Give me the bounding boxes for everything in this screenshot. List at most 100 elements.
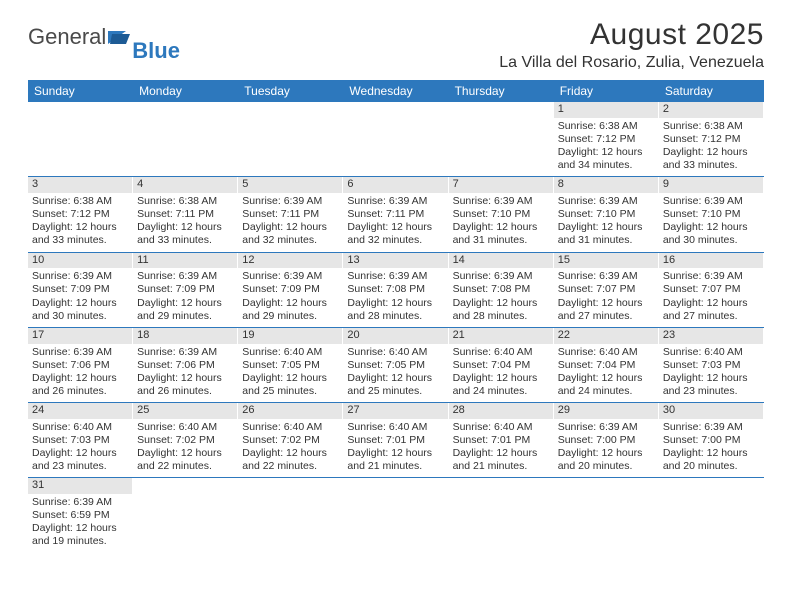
day-sunset: Sunset: 7:10 PM <box>453 208 549 221</box>
day-sunrise: Sunrise: 6:39 AM <box>558 421 654 434</box>
day-number: 20 <box>343 328 447 344</box>
day-sunrise: Sunrise: 6:40 AM <box>663 346 759 359</box>
day-sunset: Sunset: 7:02 PM <box>242 434 338 447</box>
day-sunset: Sunset: 7:09 PM <box>137 283 233 296</box>
week-row: 17Sunrise: 6:39 AMSunset: 7:06 PMDayligh… <box>28 328 764 403</box>
day-sunrise: Sunrise: 6:39 AM <box>663 421 759 434</box>
day-cell: 21Sunrise: 6:40 AMSunset: 7:04 PMDayligh… <box>449 328 554 402</box>
day-d2: and 31 minutes. <box>453 234 549 247</box>
day-d2: and 19 minutes. <box>32 535 128 548</box>
empty-cell <box>28 102 133 176</box>
day-sunset: Sunset: 7:08 PM <box>453 283 549 296</box>
empty-cell <box>238 478 343 552</box>
empty-cell <box>659 478 764 552</box>
day-d2: and 25 minutes. <box>347 385 443 398</box>
day-d2: and 24 minutes. <box>453 385 549 398</box>
dow-saturday: Saturday <box>659 80 764 102</box>
day-d2: and 27 minutes. <box>558 310 654 323</box>
day-number: 10 <box>28 253 132 269</box>
day-cell: 27Sunrise: 6:40 AMSunset: 7:01 PMDayligh… <box>343 403 448 477</box>
logo-text-general: General <box>28 24 106 50</box>
day-sunrise: Sunrise: 6:39 AM <box>347 195 443 208</box>
day-cell: 4Sunrise: 6:38 AMSunset: 7:11 PMDaylight… <box>133 177 238 251</box>
day-cell: 8Sunrise: 6:39 AMSunset: 7:10 PMDaylight… <box>554 177 659 251</box>
day-sunrise: Sunrise: 6:40 AM <box>32 421 128 434</box>
week-row: 1Sunrise: 6:38 AMSunset: 7:12 PMDaylight… <box>28 102 764 177</box>
day-number: 26 <box>238 403 342 419</box>
day-sunset: Sunset: 7:01 PM <box>453 434 549 447</box>
title-block: August 2025 La Villa del Rosario, Zulia,… <box>499 18 764 72</box>
day-d1: Daylight: 12 hours <box>453 447 549 460</box>
day-d1: Daylight: 12 hours <box>558 146 654 159</box>
day-d1: Daylight: 12 hours <box>663 221 759 234</box>
day-d1: Daylight: 12 hours <box>347 221 443 234</box>
day-number: 16 <box>659 253 763 269</box>
day-number: 12 <box>238 253 342 269</box>
day-number: 28 <box>449 403 553 419</box>
day-d2: and 33 minutes. <box>32 234 128 247</box>
day-cell: 19Sunrise: 6:40 AMSunset: 7:05 PMDayligh… <box>238 328 343 402</box>
day-number: 23 <box>659 328 763 344</box>
dow-thursday: Thursday <box>449 80 554 102</box>
day-d1: Daylight: 12 hours <box>32 447 128 460</box>
day-sunset: Sunset: 7:09 PM <box>32 283 128 296</box>
empty-cell <box>133 478 238 552</box>
header: General Blue August 2025 La Villa del Ro… <box>28 18 764 72</box>
day-number: 8 <box>554 177 658 193</box>
day-d2: and 29 minutes. <box>137 310 233 323</box>
day-sunrise: Sunrise: 6:40 AM <box>242 346 338 359</box>
day-number: 3 <box>28 177 132 193</box>
day-d2: and 23 minutes. <box>663 385 759 398</box>
day-cell: 1Sunrise: 6:38 AMSunset: 7:12 PMDaylight… <box>554 102 659 176</box>
day-cell: 5Sunrise: 6:39 AMSunset: 7:11 PMDaylight… <box>238 177 343 251</box>
day-number: 6 <box>343 177 447 193</box>
day-sunset: Sunset: 6:59 PM <box>32 509 128 522</box>
day-cell: 14Sunrise: 6:39 AMSunset: 7:08 PMDayligh… <box>449 253 554 327</box>
day-d1: Daylight: 12 hours <box>453 297 549 310</box>
empty-cell <box>133 102 238 176</box>
week-row: 3Sunrise: 6:38 AMSunset: 7:12 PMDaylight… <box>28 177 764 252</box>
day-number: 7 <box>449 177 553 193</box>
day-cell: 29Sunrise: 6:39 AMSunset: 7:00 PMDayligh… <box>554 403 659 477</box>
day-number: 29 <box>554 403 658 419</box>
day-sunrise: Sunrise: 6:39 AM <box>558 195 654 208</box>
day-d1: Daylight: 12 hours <box>242 447 338 460</box>
dow-wednesday: Wednesday <box>343 80 448 102</box>
empty-cell <box>343 102 448 176</box>
day-d2: and 32 minutes. <box>347 234 443 247</box>
day-sunrise: Sunrise: 6:40 AM <box>558 346 654 359</box>
day-sunset: Sunset: 7:03 PM <box>32 434 128 447</box>
day-number: 13 <box>343 253 447 269</box>
day-d1: Daylight: 12 hours <box>663 372 759 385</box>
day-d2: and 33 minutes. <box>663 159 759 172</box>
empty-cell <box>449 102 554 176</box>
day-d2: and 27 minutes. <box>663 310 759 323</box>
days-of-week-header: SundayMondayTuesdayWednesdayThursdayFrid… <box>28 80 764 102</box>
day-sunset: Sunset: 7:11 PM <box>347 208 443 221</box>
day-sunrise: Sunrise: 6:38 AM <box>663 120 759 133</box>
day-d1: Daylight: 12 hours <box>663 297 759 310</box>
day-d2: and 21 minutes. <box>453 460 549 473</box>
day-cell: 26Sunrise: 6:40 AMSunset: 7:02 PMDayligh… <box>238 403 343 477</box>
logo: General Blue <box>28 18 180 64</box>
day-sunrise: Sunrise: 6:40 AM <box>347 346 443 359</box>
day-sunrise: Sunrise: 6:40 AM <box>347 421 443 434</box>
day-cell: 22Sunrise: 6:40 AMSunset: 7:04 PMDayligh… <box>554 328 659 402</box>
day-sunrise: Sunrise: 6:39 AM <box>558 270 654 283</box>
dow-friday: Friday <box>554 80 659 102</box>
day-cell: 2Sunrise: 6:38 AMSunset: 7:12 PMDaylight… <box>659 102 764 176</box>
day-d1: Daylight: 12 hours <box>137 221 233 234</box>
day-d1: Daylight: 12 hours <box>242 372 338 385</box>
day-sunrise: Sunrise: 6:39 AM <box>242 270 338 283</box>
day-cell: 13Sunrise: 6:39 AMSunset: 7:08 PMDayligh… <box>343 253 448 327</box>
day-sunset: Sunset: 7:07 PM <box>558 283 654 296</box>
day-number: 2 <box>659 102 763 118</box>
day-sunrise: Sunrise: 6:39 AM <box>137 270 233 283</box>
day-cell: 6 Sunrise: 6:39 AMSunset: 7:11 PMDaylight… <box>343 177 448 251</box>
day-d2: and 23 minutes. <box>32 460 128 473</box>
day-sunrise: Sunrise: 6:40 AM <box>137 421 233 434</box>
empty-cell <box>238 102 343 176</box>
day-d1: Daylight: 12 hours <box>347 372 443 385</box>
day-sunset: Sunset: 7:05 PM <box>242 359 338 372</box>
page-title: August 2025 <box>499 18 764 52</box>
